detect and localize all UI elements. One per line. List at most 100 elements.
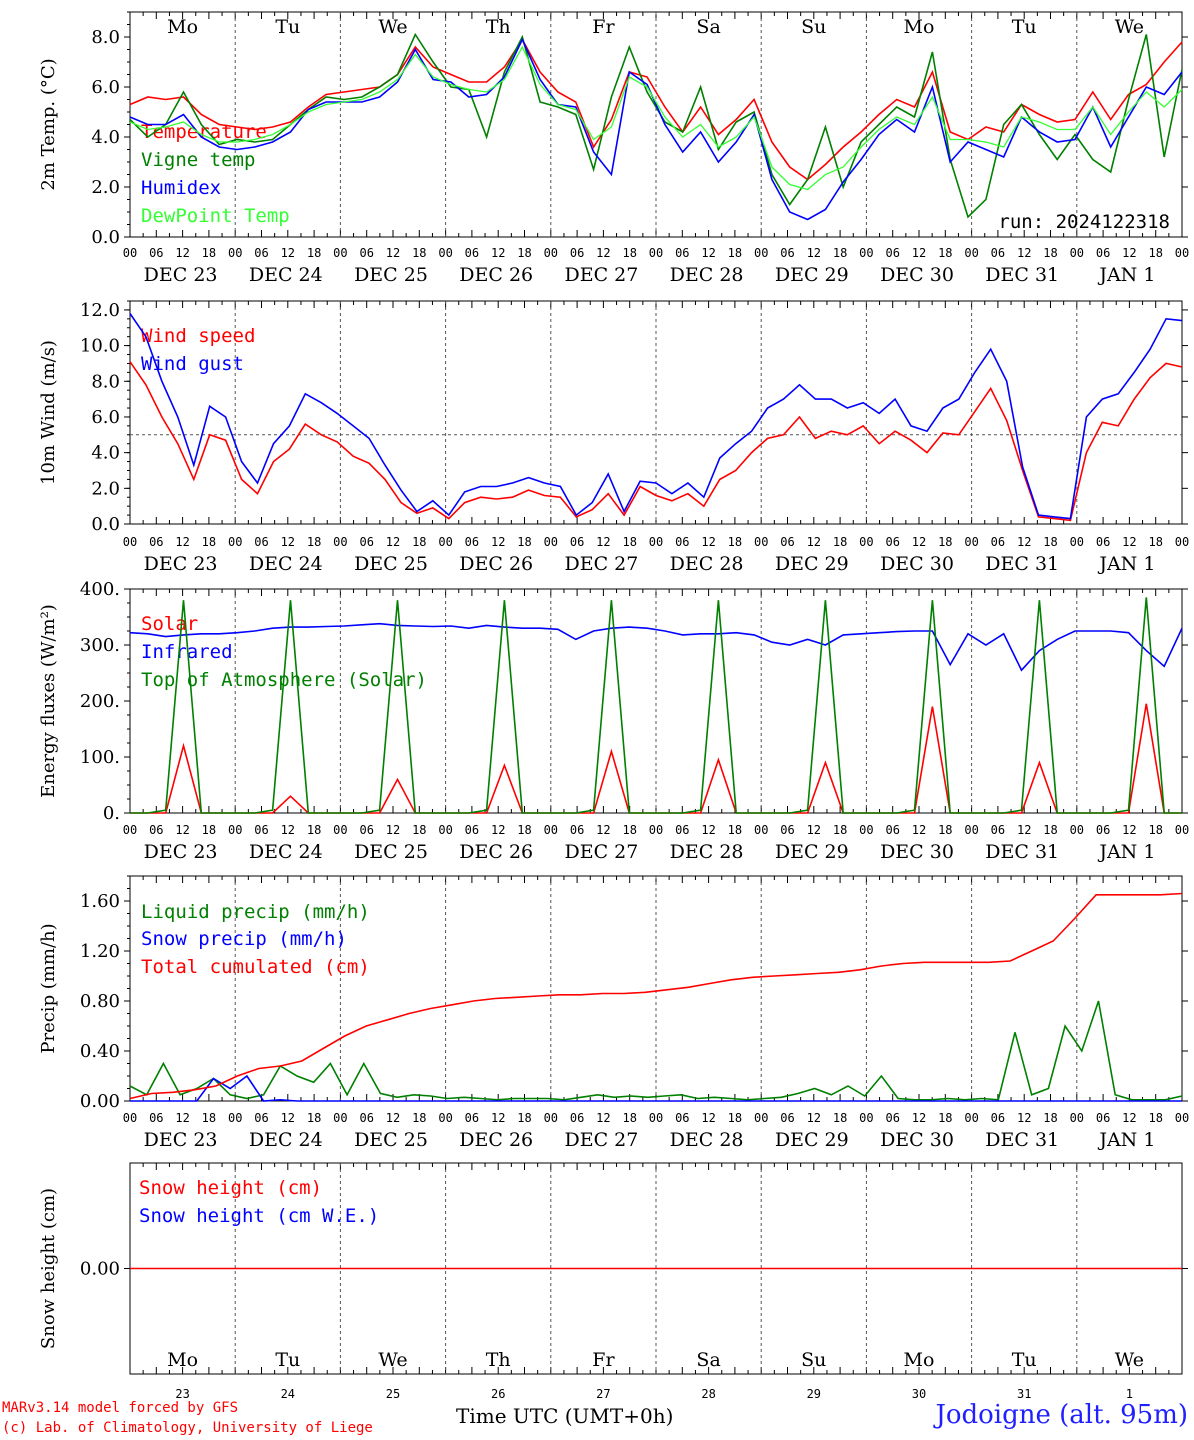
weekday-label: Sa bbox=[696, 16, 720, 38]
hour-label: 06 bbox=[570, 246, 584, 260]
hour-label: 06 bbox=[1096, 246, 1110, 260]
weekday-label: Sa bbox=[696, 1349, 720, 1371]
hour-label: 06 bbox=[885, 823, 899, 837]
legend-entry: Wind speed bbox=[141, 325, 255, 347]
hour-label: 12 bbox=[807, 246, 821, 260]
hour-label: 12 bbox=[386, 246, 400, 260]
series-line-snow-precip-mm-h- bbox=[130, 1074, 1182, 1102]
y-tick-label: 2.0 bbox=[91, 177, 120, 198]
date-label: DEC 30 bbox=[880, 553, 954, 575]
hour-label: 00 bbox=[1175, 246, 1189, 260]
hour-label: 18 bbox=[728, 535, 742, 549]
hour-label: 12 bbox=[1122, 246, 1136, 260]
hour-label: 18 bbox=[622, 823, 636, 837]
hour-label: 12 bbox=[596, 535, 610, 549]
y-tick-label: 4.0 bbox=[91, 443, 120, 464]
hour-label: 06 bbox=[991, 823, 1005, 837]
hour-label: 06 bbox=[570, 823, 584, 837]
hour-label: 00 bbox=[228, 535, 242, 549]
hour-label: 00 bbox=[1175, 1111, 1189, 1125]
date-label: DEC 25 bbox=[354, 264, 428, 286]
y-axis-label: Energy fluxes (W/m²) bbox=[38, 604, 59, 798]
hour-label: 12 bbox=[1017, 246, 1031, 260]
hour-label: 12 bbox=[386, 535, 400, 549]
date-label: DEC 30 bbox=[880, 264, 954, 286]
y-tick-label: 6.0 bbox=[91, 77, 120, 98]
day-number: 27 bbox=[596, 1387, 610, 1401]
hour-label: 12 bbox=[491, 1111, 505, 1125]
hour-label: 06 bbox=[780, 823, 794, 837]
hour-label: 00 bbox=[1070, 1111, 1084, 1125]
hour-label: 06 bbox=[991, 1111, 1005, 1125]
hour-label: 18 bbox=[938, 246, 952, 260]
hour-label: 06 bbox=[149, 535, 163, 549]
hour-label: 00 bbox=[123, 823, 137, 837]
hour-label: 12 bbox=[912, 246, 926, 260]
date-label: DEC 24 bbox=[249, 553, 323, 575]
weekday-label: Su bbox=[801, 1349, 826, 1371]
hour-label: 18 bbox=[1043, 1111, 1057, 1125]
hour-label: 00 bbox=[123, 535, 137, 549]
hour-label: 12 bbox=[701, 535, 715, 549]
hour-label: 12 bbox=[701, 1111, 715, 1125]
legend-entry: Top of Atmosphere (Solar) bbox=[141, 669, 427, 691]
legend-entry: Vigne temp bbox=[141, 149, 255, 171]
date-label: DEC 26 bbox=[459, 1129, 533, 1151]
hour-label: 06 bbox=[1096, 823, 1110, 837]
hour-label: 18 bbox=[202, 1111, 216, 1125]
hour-label: 18 bbox=[202, 246, 216, 260]
hour-label: 12 bbox=[912, 823, 926, 837]
hour-label: 12 bbox=[1122, 1111, 1136, 1125]
date-label: DEC 25 bbox=[354, 553, 428, 575]
date-label: DEC 27 bbox=[564, 264, 638, 286]
hour-label: 12 bbox=[491, 535, 505, 549]
weekday-label: Th bbox=[486, 16, 511, 38]
y-axis-label: 10m Wind (m/s) bbox=[38, 340, 59, 485]
hour-label: 00 bbox=[438, 246, 452, 260]
hour-label: 00 bbox=[1175, 823, 1189, 837]
hour-label: 00 bbox=[754, 246, 768, 260]
hour-label: 18 bbox=[307, 1111, 321, 1125]
hour-label: 06 bbox=[885, 246, 899, 260]
weekday-label: Fr bbox=[592, 16, 615, 38]
weekday-label: Th bbox=[486, 1349, 511, 1371]
hour-label: 00 bbox=[228, 246, 242, 260]
date-label: DEC 29 bbox=[775, 553, 849, 575]
hour-label: 18 bbox=[938, 535, 952, 549]
date-label: JAN 1 bbox=[1097, 553, 1155, 575]
date-label: DEC 23 bbox=[144, 1129, 218, 1151]
y-tick-label: 0.00 bbox=[80, 1091, 120, 1112]
weekday-label: Mo bbox=[904, 1349, 935, 1371]
hour-label: 06 bbox=[570, 535, 584, 549]
hour-label: 18 bbox=[307, 823, 321, 837]
hour-label: 06 bbox=[885, 1111, 899, 1125]
hour-label: 00 bbox=[1070, 823, 1084, 837]
day-number: 30 bbox=[912, 1387, 926, 1401]
legend-entry: Total cumulated (cm) bbox=[141, 956, 370, 978]
date-label: DEC 28 bbox=[670, 553, 744, 575]
hour-label: 00 bbox=[649, 246, 663, 260]
x-axis-title: Time UTC (UMT+0h) bbox=[456, 1404, 674, 1428]
weekday-label: Tu bbox=[275, 1349, 300, 1371]
hour-label: 12 bbox=[386, 1111, 400, 1125]
date-label: DEC 31 bbox=[985, 1129, 1059, 1151]
date-label: DEC 26 bbox=[459, 264, 533, 286]
y-tick-label: 400. bbox=[80, 579, 120, 600]
hour-label: 18 bbox=[833, 535, 847, 549]
hour-label: 12 bbox=[281, 1111, 295, 1125]
series-line-humidex bbox=[129, 37, 1183, 221]
hour-label: 06 bbox=[780, 1111, 794, 1125]
hour-label: 18 bbox=[728, 246, 742, 260]
hour-label: 18 bbox=[307, 535, 321, 549]
y-tick-label: 12.0 bbox=[80, 300, 120, 321]
hour-label: 00 bbox=[859, 1111, 873, 1125]
hour-label: 06 bbox=[780, 535, 794, 549]
y-tick-label: 0.00 bbox=[80, 1259, 120, 1280]
hour-label: 12 bbox=[807, 823, 821, 837]
hour-label: 00 bbox=[649, 535, 663, 549]
hour-label: 00 bbox=[333, 823, 347, 837]
hour-label: 00 bbox=[544, 246, 558, 260]
hour-label: 00 bbox=[333, 535, 347, 549]
hour-label: 18 bbox=[622, 1111, 636, 1125]
